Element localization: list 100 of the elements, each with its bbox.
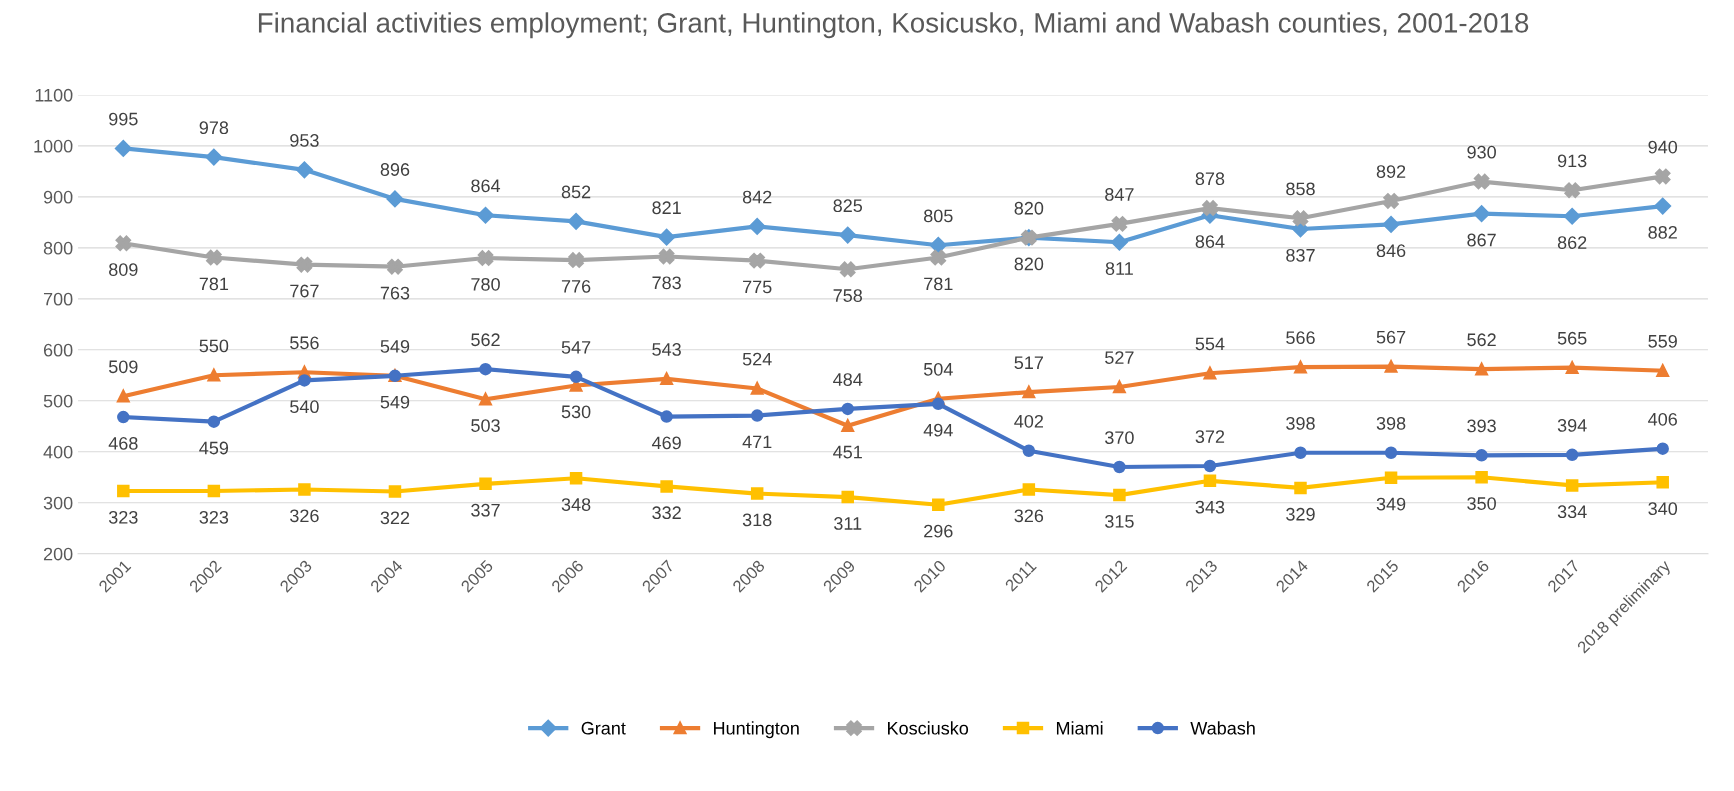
data-label: 509 — [108, 360, 138, 374]
data-label: 549 — [380, 395, 410, 409]
data-label: 811 — [1105, 262, 1133, 275]
data-label: 995 — [109, 112, 138, 126]
data-label: 767 — [290, 284, 319, 298]
data-label: 322 — [380, 511, 410, 525]
data-label: 350 — [1467, 497, 1496, 510]
data-label: 781 — [199, 277, 229, 291]
data-label: 776 — [561, 280, 591, 293]
data-label: 882 — [1648, 225, 1677, 239]
y-tick-label: 1100 — [35, 88, 73, 102]
data-label: 323 — [199, 510, 229, 524]
data-label: 821 — [652, 201, 681, 215]
data-label: 842 — [742, 190, 772, 204]
data-label: 930 — [1467, 145, 1496, 159]
data-label: 402 — [1014, 414, 1043, 428]
data-label: 940 — [1648, 140, 1678, 154]
data-label: 878 — [1195, 172, 1225, 186]
data-label: 469 — [651, 436, 681, 450]
data-label: 524 — [742, 352, 772, 366]
data-label: 820 — [1014, 201, 1044, 215]
data-label: 550 — [199, 339, 229, 353]
data-label: 783 — [652, 276, 681, 290]
legend-label: Wabash — [1190, 721, 1255, 735]
y-tick-label: 900 — [43, 190, 73, 204]
data-label: 852 — [561, 185, 591, 199]
data-label: 398 — [1286, 416, 1315, 430]
data-label: 953 — [290, 134, 319, 147]
data-label: 805 — [924, 209, 953, 223]
y-tick-label: 500 — [43, 394, 73, 408]
data-label: 896 — [380, 163, 410, 176]
data-label: 494 — [923, 423, 953, 437]
data-label: 334 — [1557, 505, 1587, 519]
data-label: 527 — [1105, 351, 1134, 364]
legend-label: Kosciusko — [888, 721, 969, 735]
data-label: 315 — [1105, 515, 1134, 528]
data-label: 503 — [471, 419, 500, 432]
data-label: 459 — [199, 441, 229, 455]
data-label: 549 — [380, 340, 410, 353]
data-label: 451 — [833, 445, 862, 459]
legend-label: Grant — [581, 721, 626, 735]
data-label: 340 — [1648, 502, 1678, 516]
data-label: 858 — [1286, 182, 1315, 196]
data-label: 562 — [471, 333, 500, 347]
data-label: 504 — [923, 362, 953, 376]
data-label: 809 — [109, 263, 138, 276]
data-label: 468 — [108, 437, 138, 450]
data-label: 864 — [471, 179, 501, 193]
y-tick-label: 1000 — [34, 139, 73, 153]
data-label: 775 — [743, 280, 772, 294]
data-label: 913 — [1557, 154, 1587, 168]
data-label: 837 — [1286, 248, 1315, 262]
data-label: 393 — [1467, 419, 1496, 433]
data-label: 547 — [561, 341, 591, 354]
data-label: 311 — [834, 517, 862, 530]
data-label: 349 — [1376, 497, 1406, 511]
data-label: 372 — [1195, 430, 1225, 444]
data-label: 867 — [1467, 233, 1496, 247]
y-tick-label: 200 — [43, 547, 73, 561]
data-label: 318 — [742, 513, 772, 527]
data-label: 296 — [924, 524, 953, 538]
data-label: 566 — [1286, 331, 1315, 345]
data-label: 394 — [1557, 419, 1587, 432]
data-label: 758 — [833, 289, 863, 302]
data-label: 337 — [471, 503, 500, 517]
data-label: 780 — [471, 277, 500, 291]
y-tick-label: 700 — [43, 292, 73, 306]
data-label: 763 — [380, 286, 410, 300]
data-label: 825 — [833, 199, 863, 213]
data-label: 326 — [290, 509, 319, 523]
data-label: 517 — [1014, 356, 1043, 370]
data-label: 781 — [924, 277, 953, 291]
y-tick-label: 400 — [43, 445, 73, 459]
data-label: 554 — [1195, 337, 1225, 351]
data-label: 343 — [1195, 500, 1225, 514]
legend-label: Miami — [1056, 721, 1103, 735]
data-label: 820 — [1014, 257, 1044, 271]
data-label: 326 — [1014, 509, 1044, 523]
data-label: 892 — [1376, 165, 1406, 178]
data-label: 329 — [1286, 507, 1315, 521]
data-label: 323 — [108, 510, 138, 524]
data-label: 540 — [290, 400, 319, 414]
data-label: 846 — [1376, 244, 1406, 258]
data-label: 562 — [1467, 333, 1496, 347]
data-label: 348 — [561, 498, 591, 511]
data-label: 556 — [290, 336, 319, 350]
data-label: 530 — [561, 405, 591, 419]
y-tick-label: 800 — [43, 241, 73, 255]
data-label: 406 — [1648, 412, 1677, 426]
legend-label: Huntington — [714, 721, 799, 739]
data-label: 847 — [1105, 188, 1134, 201]
data-label: 543 — [652, 343, 681, 356]
data-label: 471 — [742, 435, 772, 449]
data-label: 398 — [1376, 416, 1406, 430]
data-label: 370 — [1105, 431, 1134, 445]
data-label: 559 — [1648, 334, 1677, 348]
data-label: 864 — [1195, 235, 1225, 248]
chart-title: Financial activities employment; Grant, Huntington, Kosicusko, Miami and Wabash counties, 2001-2018 — [258, 12, 1529, 39]
y-tick-label: 300 — [43, 496, 73, 510]
data-label: 332 — [652, 506, 681, 520]
